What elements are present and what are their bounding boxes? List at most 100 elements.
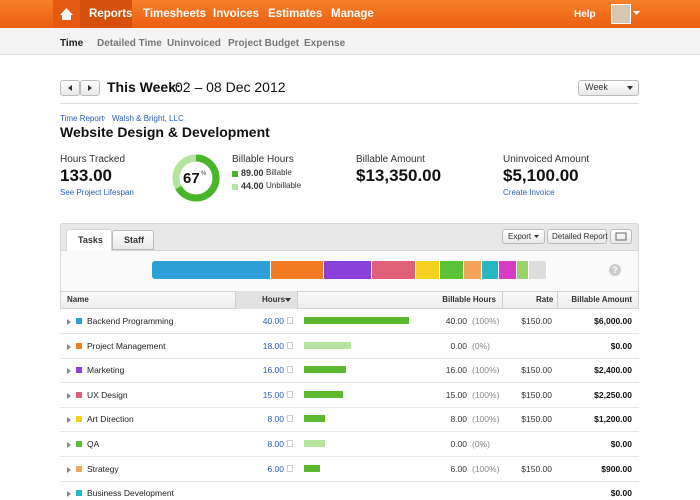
task-hours[interactable]: 8.00 (267, 414, 284, 425)
help-icon[interactable]: ? (609, 264, 621, 276)
task-color (76, 342, 82, 349)
billable-label: Billable Hours (232, 154, 294, 165)
project-title: Website Design & Development (60, 124, 270, 140)
task-row[interactable] (60, 309, 639, 334)
subnav-expense[interactable]: Expense (304, 38, 346, 49)
task-row[interactable] (60, 432, 639, 457)
task-name: QA (87, 439, 100, 449)
home-button[interactable] (53, 0, 80, 28)
hours-bar (304, 341, 352, 349)
expand-arrow[interactable] (67, 319, 71, 325)
active-tab-bg (80, 0, 132, 28)
tab-staff[interactable] (112, 230, 154, 250)
billable-donut (172, 154, 220, 202)
lifespan-link[interactable]: See Project Lifespan (60, 188, 134, 197)
export-button[interactable] (502, 229, 545, 244)
breakdown-segment (499, 261, 518, 279)
task-amount: $6,000.00 (594, 316, 632, 326)
task-color (76, 416, 82, 423)
crumb-time-report[interactable]: Time Report (60, 114, 104, 123)
print-button[interactable] (610, 229, 632, 244)
task-hours[interactable]: 40.00 (262, 316, 284, 326)
nav-timesheets[interactable]: Timesheets (143, 8, 207, 20)
task-hours[interactable]: 8.00 (267, 439, 284, 449)
task-name: Project Management (87, 340, 166, 351)
unbillable-word: Unbillable (266, 181, 302, 190)
amount-value: $13,350.00 (356, 166, 442, 185)
expand-arrow[interactable] (67, 343, 71, 350)
billable-percent: (100%) (472, 365, 500, 376)
task-color (76, 490, 82, 497)
avatar[interactable] (611, 4, 631, 24)
detailed-report-button[interactable] (547, 229, 607, 244)
billable-hours: 15.00 (445, 389, 467, 400)
task-rate: $150.00 (521, 316, 552, 326)
nav-manage[interactable]: Manage (331, 8, 374, 20)
breakdown-segment (371, 261, 417, 279)
period-select[interactable] (578, 80, 639, 96)
tab-tasks[interactable] (66, 229, 112, 252)
subnav-budget[interactable]: Project Budget (228, 38, 300, 49)
prev-button[interactable] (60, 80, 80, 96)
nav-estimates[interactable]: Estimates (268, 8, 323, 20)
task-hours[interactable]: 18.00 (262, 340, 284, 351)
expand-arrow[interactable] (67, 392, 71, 399)
billable-hours: 40.00 (445, 316, 467, 326)
nav-reports[interactable]: Reports (89, 8, 133, 20)
task-breakdown-bar (152, 261, 547, 279)
unbillable-hours: 44.00 (241, 181, 264, 191)
breakdown-segment (463, 261, 482, 279)
task-amount: $0.00 (610, 488, 632, 499)
billable-percent: (0%) (472, 340, 490, 351)
subnav-time[interactable]: Time (60, 38, 84, 49)
task-hours[interactable]: 16.00 (262, 365, 284, 376)
expand-arrow[interactable] (67, 442, 71, 448)
col-hours[interactable]: Hours (262, 295, 286, 304)
expand-arrow[interactable] (67, 491, 71, 498)
task-row[interactable] (60, 358, 639, 384)
task-color (76, 391, 82, 398)
expand-arrow[interactable] (67, 466, 71, 473)
task-rate: $150.00 (521, 463, 552, 474)
task-amount: $2,400.00 (594, 365, 632, 376)
task-row[interactable] (60, 334, 639, 359)
task-hours[interactable]: 6.00 (267, 463, 284, 474)
create-invoice[interactable]: Create Invoice (503, 188, 555, 197)
col-hours-sorted[interactable] (235, 291, 298, 309)
billable-hours: 0.00 (450, 439, 467, 449)
billable-hours: 89.00 (241, 168, 264, 178)
task-color (76, 367, 82, 374)
task-color (76, 441, 82, 447)
billable-percent: (100%) (472, 414, 500, 425)
task-row[interactable] (60, 457, 639, 482)
task-row[interactable] (60, 407, 639, 433)
expand-arrow[interactable] (67, 368, 71, 375)
nav-help[interactable]: Help (574, 9, 596, 20)
donut-percent: 67 (183, 170, 200, 187)
task-name: UX Design (87, 389, 128, 400)
billable-hours: 6.00 (450, 463, 467, 474)
subnav-detailed[interactable]: Detailed Time (97, 38, 162, 49)
billable-hours: 16.00 (445, 365, 467, 376)
col-billable: Billable Hours (442, 295, 496, 304)
print-icon (615, 232, 627, 241)
sub-nav (0, 28, 700, 55)
billable-percent: (100%) (472, 463, 500, 474)
task-name: Business Development (87, 488, 174, 499)
billable-word: Billable (266, 168, 292, 177)
hours-value: 133.00 (60, 166, 112, 185)
subnav-uninvoiced[interactable]: Uninvoiced (167, 38, 221, 49)
crumb-client[interactable]: Walsh & Bright, LLC (112, 114, 184, 123)
next-button[interactable] (80, 80, 100, 96)
breakdown-segment (517, 261, 530, 279)
task-hours[interactable]: 15.00 (262, 389, 284, 400)
hours-icon (287, 341, 293, 349)
expand-arrow[interactable] (67, 417, 71, 424)
nav-invoices[interactable]: Invoices (213, 8, 260, 20)
task-name: Art Direction (87, 414, 134, 425)
home-icon (60, 8, 73, 20)
avatar-caret (633, 11, 640, 15)
task-row[interactable] (60, 383, 639, 408)
billable-bar (304, 464, 320, 472)
hours-bar (304, 440, 325, 447)
